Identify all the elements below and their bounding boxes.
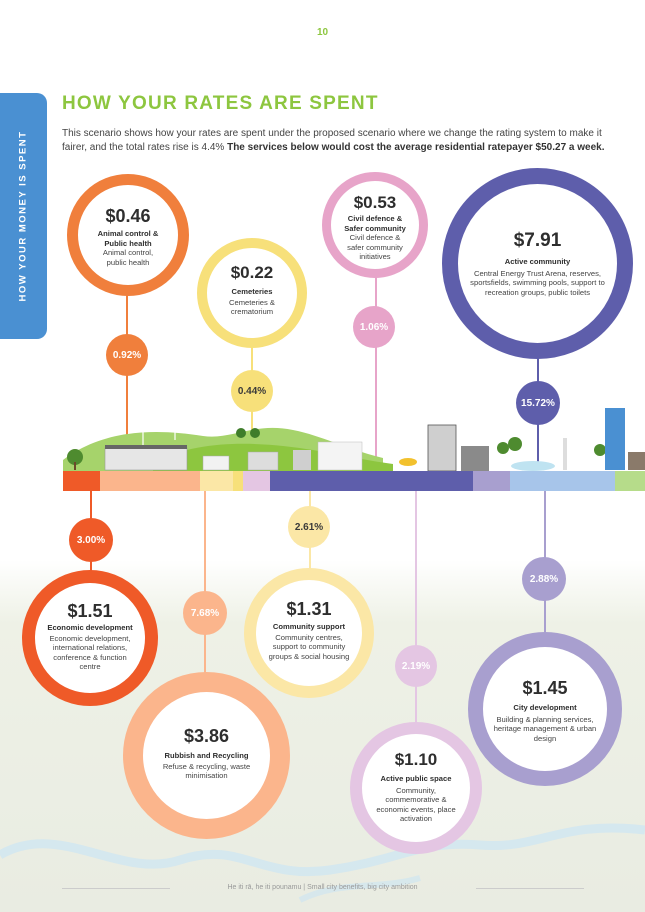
service-circle-civil-defence: $0.53 Civil defence & Safer community Ci… xyxy=(322,172,428,278)
amount-cemeteries: $0.22 xyxy=(230,263,274,282)
category-community-support: Community support xyxy=(272,622,346,631)
amount-city-development: $1.45 xyxy=(522,678,568,698)
category-economic: Economic development xyxy=(47,623,133,632)
category-rubbish: Rubbish and Recycling xyxy=(164,751,249,760)
percent-badge-public-space: 2.19% xyxy=(395,645,437,687)
service-circle-economic-development: $1.51 Economic development Economic deve… xyxy=(22,570,158,706)
footer-rule-right xyxy=(476,888,584,889)
category-city-development: City development xyxy=(513,703,577,712)
amount-community-support: $1.31 xyxy=(286,599,332,619)
description-civil: Civil defence & safer community initiati… xyxy=(347,233,403,261)
amount-animal: $0.46 xyxy=(105,206,151,226)
percent-badge-rubbish: 7.68% xyxy=(183,591,227,635)
percent-badge-city-development: 2.88% xyxy=(522,557,566,601)
amount-rubbish: $3.86 xyxy=(183,726,230,746)
page-number: 10 xyxy=(316,27,329,38)
percent-badge-animal: 0.92% xyxy=(106,334,148,376)
service-circle-animal-control: $0.46 Animal control & Public health Ani… xyxy=(67,174,189,296)
amount-civil: $0.53 xyxy=(353,193,397,212)
service-circle-cemeteries: $0.22 Cemeteries Cemeteries & crematoriu… xyxy=(197,238,307,348)
category-animal: Animal control & Public health xyxy=(97,229,159,248)
city-skyline-illustration xyxy=(63,407,645,491)
category-civil: Civil defence & Safer community xyxy=(344,214,406,233)
service-circle-rubbish-recycling: $3.86 Rubbish and Recycling Refuse & rec… xyxy=(123,672,290,839)
percent-badge-active-community: 15.72% xyxy=(516,381,560,425)
stem-civil xyxy=(375,245,377,467)
description-cemeteries: Cemeteries & crematorium xyxy=(228,297,275,317)
category-public-space: Active public space xyxy=(380,774,452,783)
percent-badge-community-support: 2.61% xyxy=(288,506,330,548)
page-title: HOW YOUR RATES ARE SPENT xyxy=(62,93,379,114)
footer-rule-left xyxy=(62,888,170,889)
stem-rubbish xyxy=(204,490,206,680)
stem-animal xyxy=(126,290,128,472)
intro-text: This scenario shows how your rates are s… xyxy=(62,128,602,153)
description-city-development: Building & planning services, heritage m… xyxy=(493,714,597,743)
description-rubbish: Refuse & recycling, waste minimisation xyxy=(162,761,251,781)
amount-economic: $1.51 xyxy=(67,601,113,621)
side-tab-label: HOW YOUR MONEY IS SPENT xyxy=(17,130,29,302)
river-decoration xyxy=(0,823,645,903)
description-economic: Economic development, international rela… xyxy=(49,633,131,672)
stem-public-space xyxy=(415,490,417,727)
footer-tagline: He iti rā, he iti pounamu | Small city b… xyxy=(227,884,418,891)
percent-badge-economic: 3.00% xyxy=(69,518,113,562)
amount-active-community: $7.91 xyxy=(513,230,562,251)
percent-badge-civil: 1.06% xyxy=(353,306,395,348)
intro-paragraph: This scenario shows how your rates are s… xyxy=(62,127,607,155)
amount-public-space: $1.10 xyxy=(394,750,438,769)
percent-badge-cemeteries: 0.44% xyxy=(231,370,273,412)
side-tab xyxy=(0,93,47,339)
description-active-community: Central Energy Trust Arena, reserves, sp… xyxy=(470,268,605,297)
service-circle-city-development: $1.45 City development Building & planni… xyxy=(468,632,622,786)
category-cemeteries: Cemeteries xyxy=(231,287,273,296)
service-circle-community-support: $1.31 Community support Community centre… xyxy=(244,568,374,698)
description-public-space: Community, commemorative & economic even… xyxy=(376,785,456,824)
service-circle-active-public-space: $1.10 Active public space Community, com… xyxy=(350,722,482,854)
category-active-community: Active community xyxy=(504,257,571,266)
description-animal: Animal control, public health xyxy=(102,248,154,267)
intro-bold-text: The services below would cost the averag… xyxy=(227,142,605,153)
description-community-support: Community centres, support to community … xyxy=(268,632,350,661)
service-circle-active-community: $7.91 Active community Central Energy Tr… xyxy=(442,168,633,359)
